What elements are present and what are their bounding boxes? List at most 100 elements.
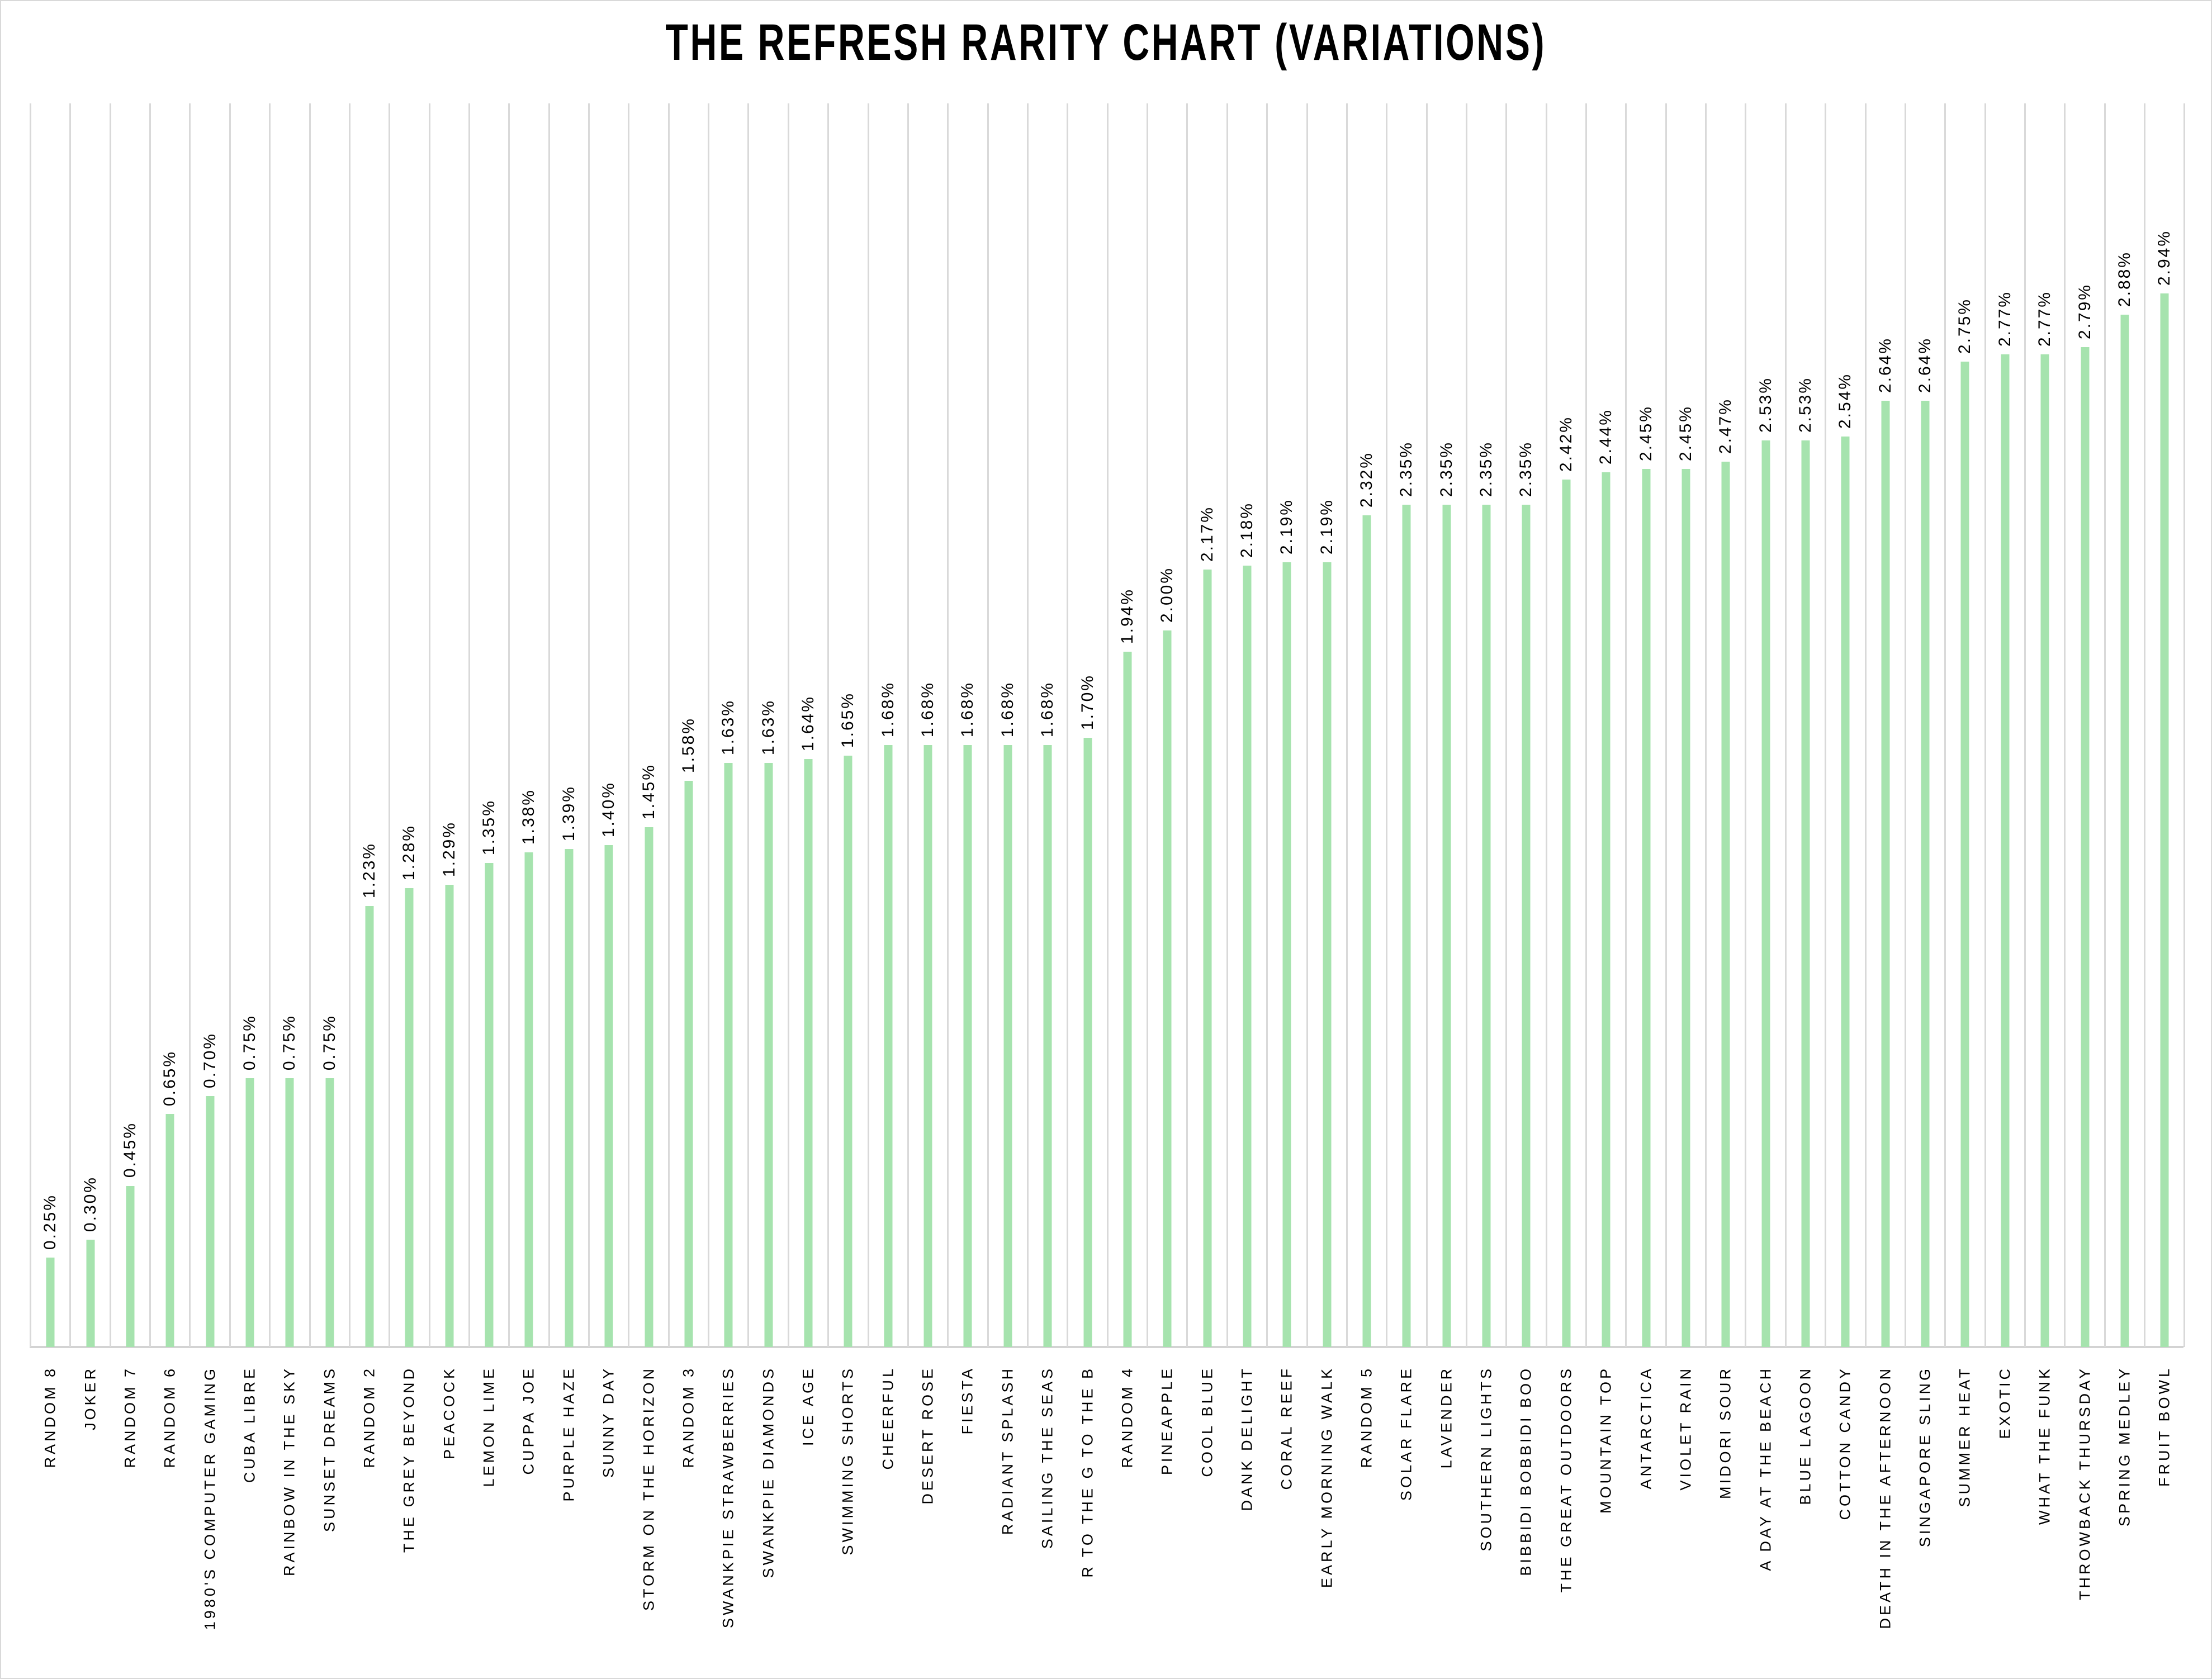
bar-value-label: 1.28% <box>400 824 419 881</box>
bar-slot: 0.75% RAINBOW IN THE SKY <box>269 103 309 1576</box>
bar-slot: 2.64% DEATH IN THE AFTERNOON <box>1864 103 1905 1629</box>
category-label: LAVENDER <box>1438 1366 1455 1469</box>
bar-value-label: 0.70% <box>200 1032 219 1089</box>
bar <box>1362 515 1371 1347</box>
bar <box>963 744 972 1347</box>
bar-value-label: 1.94% <box>1117 588 1136 644</box>
bar-value-label: 2.17% <box>1197 505 1216 562</box>
bar-value-label: 2.75% <box>1955 297 1974 354</box>
bar <box>1203 569 1212 1347</box>
category-label: CORAL REEF <box>1278 1366 1295 1490</box>
bar <box>1960 361 1969 1347</box>
x-axis-line <box>30 1346 2183 1348</box>
bar-slot: 2.54% COTTON CANDY <box>1825 103 1864 1520</box>
bar-value-label: 2.42% <box>1556 416 1575 472</box>
bar-slot: 0.30% JOKER <box>69 103 109 1430</box>
bar <box>684 780 693 1347</box>
bar-slot: 1.64% ICE AGE <box>787 103 827 1446</box>
bar-slot: 2.53% BLUE LAGOON <box>1784 103 1825 1505</box>
bar-slot: 0.75% CUBA LIBRE <box>229 103 269 1483</box>
bar <box>1682 469 1690 1347</box>
bar-slot: 1.45% STORM ON THE HORIZON <box>628 103 667 1611</box>
bar <box>1043 744 1052 1347</box>
bar-value-label: 2.64% <box>1875 337 1894 393</box>
category-label: ANTARCTICA <box>1637 1366 1655 1490</box>
bar-slot: 1.38% CUPPA JOE <box>508 103 548 1475</box>
bar-slot: 0.25% RANDOM 8 <box>30 103 69 1468</box>
category-label: RANDOM 7 <box>121 1366 139 1468</box>
bar <box>524 852 533 1347</box>
category-label: RANDOM 4 <box>1119 1366 1136 1468</box>
bar-slot: 1.63% SWANKPIE DIAMONDS <box>747 103 787 1578</box>
bar-value-label: 1.68% <box>1038 681 1057 737</box>
bar-value-label: 1.68% <box>958 681 977 737</box>
bar-value-label: 1.64% <box>799 695 817 752</box>
bar-slot: 2.88% SPRING MEDLEY <box>2104 103 2144 1526</box>
bar-slot: 2.77% EXOTIC <box>1984 103 2024 1439</box>
bar-slot: 0.45% RANDOM 7 <box>109 103 149 1468</box>
bar-slot: 2.19% EARLY MORNING WALK <box>1306 103 1346 1588</box>
bar-slot: 2.45% VIOLET RAIN <box>1665 103 1705 1491</box>
bar-slot: 2.00% PINEAPPLE <box>1147 103 1186 1475</box>
bar-value-label: 2.79% <box>2075 283 2094 339</box>
bar-slot: 1.68% CHEERFUL <box>867 103 907 1470</box>
bar-slot: 2.75% SUMMER HEAT <box>1944 103 1984 1507</box>
bar <box>1801 440 1810 1347</box>
bar-value-label: 1.63% <box>759 699 778 755</box>
category-label: COTTON CANDY <box>1836 1366 1854 1520</box>
bar-value-label: 2.47% <box>1716 398 1735 454</box>
bar-value-label: 2.19% <box>1317 498 1336 554</box>
bar-slot: 2.79% THROWBACK THURSDAY <box>2064 103 2104 1600</box>
bar <box>2120 315 2129 1347</box>
category-label: THE GREAT OUTDOORS <box>1557 1366 1575 1593</box>
bar <box>1642 469 1651 1347</box>
bar-value-label: 2.19% <box>1277 498 1296 554</box>
bar-slot: 1.23% RANDOM 2 <box>348 103 389 1468</box>
bar-value-label: 2.54% <box>1836 373 1855 429</box>
bar <box>804 759 813 1347</box>
bar-slot: 2.77% WHAT THE FUNK <box>2024 103 2064 1525</box>
bar <box>165 1114 174 1347</box>
bar <box>405 888 414 1347</box>
bar-slot: 2.44% MOUNTAIN TOP <box>1585 103 1625 1514</box>
bar-slot: 1.68% FIESTA <box>947 103 987 1435</box>
category-label: EXOTIC <box>1996 1366 2014 1439</box>
bar-slot: 0.75% SUNSET DREAMS <box>309 103 349 1532</box>
bar <box>1522 505 1531 1347</box>
bar <box>2081 347 2089 1347</box>
category-label: FIESTA <box>959 1366 976 1435</box>
category-label: COOL BLUE <box>1199 1366 1216 1477</box>
bar-slot: 2.32% RANDOM 5 <box>1346 103 1386 1468</box>
bar-value-label: 2.35% <box>1397 441 1416 497</box>
category-label: SPRING MEDLEY <box>2116 1366 2133 1527</box>
bar <box>1881 401 1890 1347</box>
bar-value-label: 1.45% <box>639 763 658 820</box>
bar-slot: 2.35% BIBBIDI BOBBIDI BOO <box>1505 103 1545 1576</box>
category-label: LEMON LIME <box>480 1366 498 1487</box>
category-label: SOLAR FLARE <box>1398 1366 1415 1501</box>
bar-value-label: 0.75% <box>320 1014 339 1071</box>
plot-area: 0.25% RANDOM 8 0.30% JOKER 0.45% RANDOM 7 0.65… <box>30 103 2185 1630</box>
category-label: ICE AGE <box>799 1366 817 1446</box>
bar <box>1163 630 1172 1347</box>
category-label: SUNNY DAY <box>600 1366 617 1478</box>
bar <box>126 1185 135 1347</box>
category-label: MOUNTAIN TOP <box>1597 1366 1614 1514</box>
bar-slot: 1.68% SAILING THE SEAS <box>1026 103 1067 1549</box>
bar-value-label: 2.45% <box>1676 405 1695 461</box>
category-label: THROWBACK THURSDAY <box>2076 1366 2093 1601</box>
bar-slot: 1.65% SWIMMING SHORTS <box>827 103 867 1555</box>
bar-slot: 1.68% DESERT ROSE <box>907 103 947 1505</box>
bar <box>1721 462 1730 1347</box>
category-label: SOUTHERN LIGHTS <box>1477 1366 1495 1552</box>
category-label: RAINBOW IN THE SKY <box>281 1366 298 1577</box>
bar-slot: 2.47% MIDORI SOUR <box>1705 103 1745 1499</box>
bar-value-label: 1.40% <box>599 781 618 838</box>
category-label: PINEAPPLE <box>1158 1366 1176 1476</box>
bar <box>565 848 574 1347</box>
category-label: SUNSET DREAMS <box>321 1366 338 1533</box>
bar <box>1602 472 1611 1347</box>
bar-slot: 1.40% SUNNY DAY <box>588 103 628 1478</box>
bar <box>1921 401 1930 1347</box>
bar-value-label: 1.65% <box>839 691 858 748</box>
